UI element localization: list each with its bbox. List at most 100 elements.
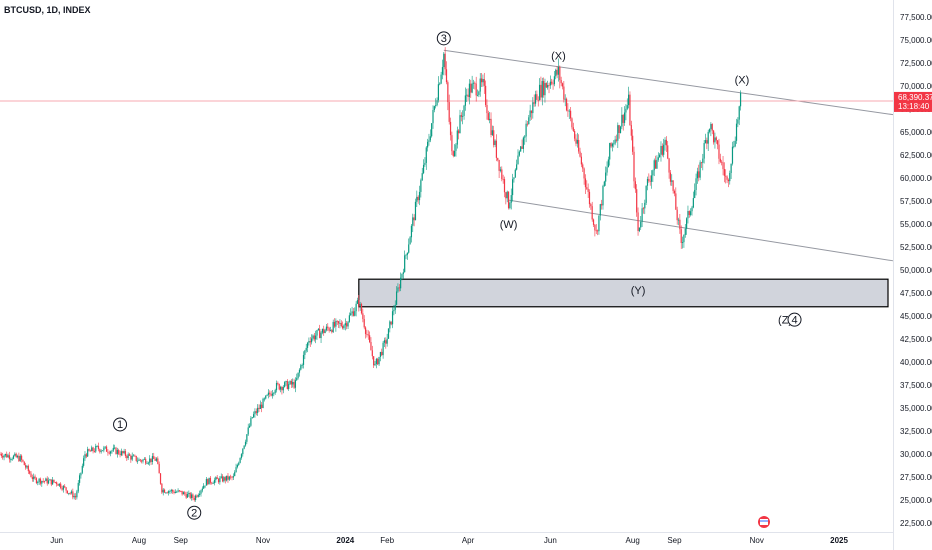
candle-body <box>127 454 129 459</box>
candle-body <box>576 139 578 144</box>
candle-body <box>534 94 537 104</box>
candle-body <box>105 446 108 452</box>
candle-body <box>665 139 667 146</box>
candle-body <box>383 340 386 343</box>
candle-body <box>354 311 356 316</box>
candle-body <box>112 447 114 451</box>
candle-body <box>584 178 587 188</box>
candle-body <box>517 155 519 165</box>
event-flag-icon <box>758 516 770 528</box>
candle-body <box>359 303 361 307</box>
candle-body <box>516 164 518 170</box>
wave-label-circle <box>113 417 128 432</box>
candle-body <box>132 455 135 457</box>
support-zone-box <box>358 278 889 308</box>
candle-body <box>104 446 106 448</box>
candle-body <box>592 219 595 225</box>
candle-body <box>397 287 399 292</box>
y-tick-label: 62,500.00 <box>900 151 932 160</box>
candle-body <box>695 178 697 190</box>
candle-body <box>615 139 618 141</box>
x-tick-label: 2025 <box>830 536 848 545</box>
candle-body <box>97 445 100 450</box>
candle-body <box>691 207 693 212</box>
candle-body <box>699 162 701 178</box>
candle-body <box>220 476 222 478</box>
candle-body <box>173 491 175 493</box>
candle-body <box>607 159 609 168</box>
candle-body <box>656 159 658 169</box>
candle-body <box>114 447 116 449</box>
candle-body <box>431 123 433 137</box>
candle-body <box>482 79 484 83</box>
y-tick-label: 27,500.00 <box>900 473 932 482</box>
candle-body <box>277 382 279 385</box>
candle-body <box>190 494 193 498</box>
candle-body <box>285 381 287 383</box>
candle-body <box>254 411 256 415</box>
candle-body <box>298 369 301 373</box>
candle-body <box>702 158 704 163</box>
candle-body <box>401 273 403 278</box>
candle-body <box>231 476 233 478</box>
candle-body <box>340 322 342 327</box>
candle-body <box>33 476 35 479</box>
candle-body <box>574 130 576 139</box>
candle-body <box>271 393 274 396</box>
candle-body <box>599 204 601 216</box>
candle-body <box>598 215 600 232</box>
candle-body <box>155 458 158 461</box>
candle-body <box>660 145 662 155</box>
candle-body <box>42 480 44 482</box>
candle-body <box>266 394 268 396</box>
candle-body <box>328 328 330 331</box>
candle-body <box>687 211 689 219</box>
candle-body <box>486 105 488 114</box>
candle-body <box>235 467 237 473</box>
candle-body <box>572 127 574 131</box>
candle-body <box>177 490 179 492</box>
candle-body <box>215 477 217 480</box>
candle-body <box>289 380 291 385</box>
candle-body <box>737 119 739 124</box>
wave-label: (X) <box>735 75 750 87</box>
candle-body <box>681 242 684 243</box>
candle-body <box>491 130 493 135</box>
candle-body <box>61 487 63 490</box>
candle-body <box>730 163 732 174</box>
candle-body <box>30 473 32 478</box>
candle-body <box>417 196 419 201</box>
candle-body <box>404 255 406 273</box>
candle-body <box>507 191 510 209</box>
candle-body <box>312 335 314 339</box>
wave-label: (W) <box>500 219 518 231</box>
candle-body <box>221 476 224 482</box>
candle-body <box>316 330 318 336</box>
candle-body <box>571 118 573 128</box>
candle-body <box>703 143 705 159</box>
candle-body <box>199 493 201 495</box>
candle-body <box>159 473 162 484</box>
candle-body <box>258 407 260 410</box>
candle-body <box>653 160 655 171</box>
candle-body <box>248 425 251 428</box>
candle-body <box>421 173 423 181</box>
candle-body <box>123 451 125 454</box>
candle-body <box>582 164 584 169</box>
candle-body <box>413 217 415 221</box>
candle-body <box>319 328 321 339</box>
y-tick-label: 25,000.00 <box>900 496 932 505</box>
candle-body <box>530 110 533 114</box>
x-tick-label: Aug <box>626 536 640 545</box>
candle-body <box>57 484 59 486</box>
candle-body <box>281 386 283 391</box>
candle-body <box>694 189 696 199</box>
candle-body <box>309 341 311 343</box>
candle-body <box>108 452 110 454</box>
candle-body <box>6 453 8 458</box>
candle-body <box>556 69 558 75</box>
wave-label: 4 <box>791 314 797 326</box>
candle-body <box>227 475 229 480</box>
candle-body <box>332 321 334 333</box>
